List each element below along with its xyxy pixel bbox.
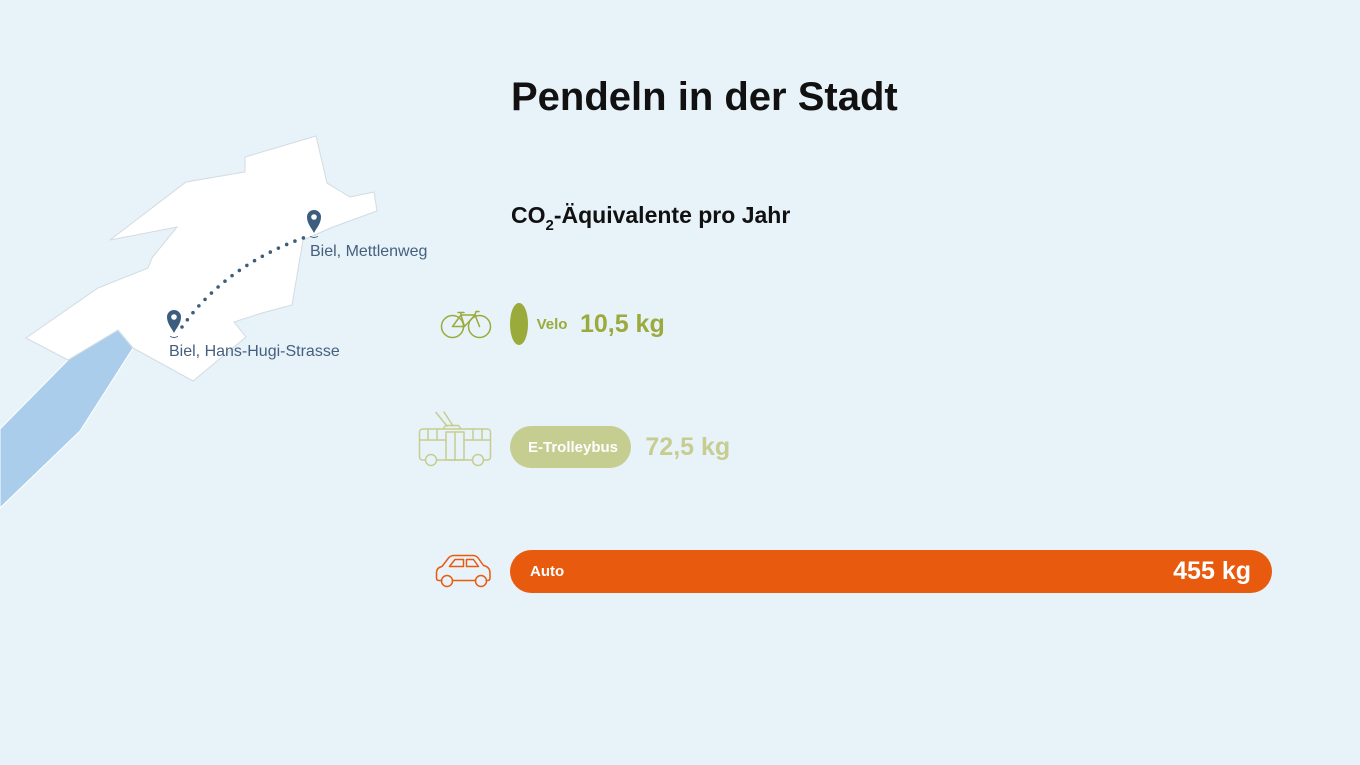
chart-title: CO2-Äquivalente pro Jahr (511, 202, 791, 234)
value-label-e-trolleybus: 72,5 kg (645, 432, 731, 461)
map-pin-icon (167, 310, 181, 338)
category-label-velo: Velo (536, 315, 568, 333)
bar-row-auto: Auto 455 kg (510, 550, 1272, 593)
category-label-e-trolleybus: E-Trolleybus (528, 438, 619, 456)
location-label-mettlenweg: Biel, Mettlenweg (310, 243, 428, 260)
map-pin-icon (307, 210, 321, 238)
city-map (0, 135, 378, 509)
bar-auto: Auto 455 kg (510, 550, 1272, 593)
bar-velo (510, 303, 528, 345)
bar-e-trolleybus: E-Trolleybus (510, 426, 632, 468)
city-area (25, 135, 378, 382)
value-label-velo: 10,5 kg (579, 309, 665, 338)
page-title: Pendeln in der Stadt (511, 75, 898, 119)
bar-row-velo: Velo 10,5 kg (510, 303, 665, 345)
chart-title-text: CO (511, 202, 546, 228)
bar-row-e-trolleybus: E-Trolleybus 72,5 kg (510, 426, 730, 468)
bicycle-icon (439, 309, 493, 339)
value-label-auto: 455 kg (1173, 557, 1251, 585)
car-icon (435, 553, 492, 588)
chart-title-subscript: 2 (545, 217, 554, 234)
location-label-hans-hugi-strasse: Biel, Hans-Hugi-Strasse (169, 343, 340, 360)
trolleybus-icon (418, 411, 492, 467)
chart-title-suffix: -Äquivalente pro Jahr (553, 202, 791, 228)
category-label-auto: Auto (530, 563, 565, 580)
route-line (180, 235, 308, 329)
